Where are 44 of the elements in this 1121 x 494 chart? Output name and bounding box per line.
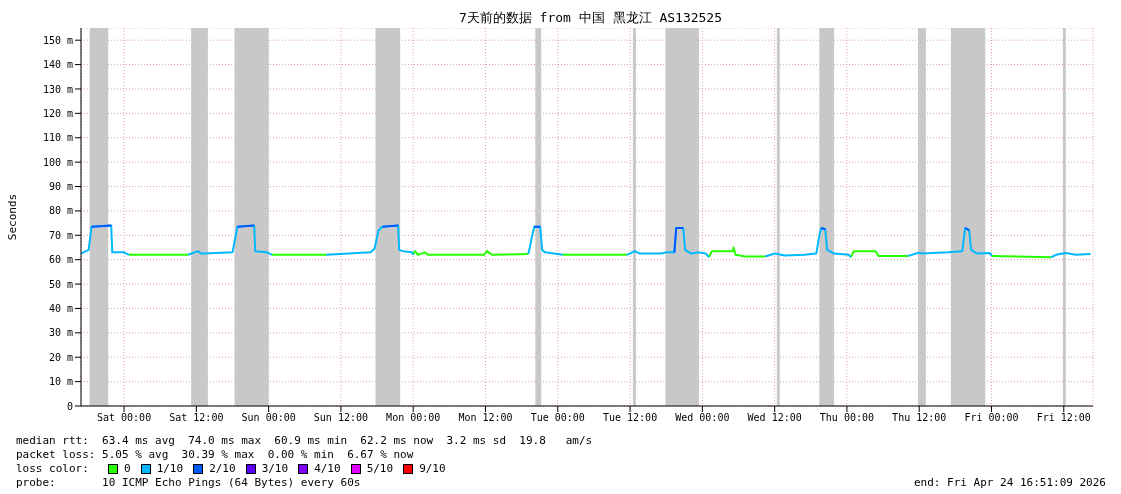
text: packet loss: 5.05 % avg 30.39 % max 0.00 % min 6.67 % now: [16, 448, 415, 462]
legend-label: 5/10: [366, 462, 394, 476]
x-tick-label: Thu 00:00: [819, 412, 875, 424]
y-tick-label: 80 m: [48, 205, 73, 217]
legend-title: loss color:: [16, 462, 90, 476]
text: median rtt: 63.4 ms avg 74.0 ms max 60.9 ms min 62.2 ms now 3.2 ms sd 19.8 am/s: [16, 434, 594, 448]
x-tick-label: Wed 00:00: [675, 412, 730, 424]
y-tick-label: 100 m: [42, 156, 73, 168]
x-tick-label: Mon 12:00: [458, 412, 513, 424]
y-tick-label: 20 m: [48, 351, 73, 363]
x-tick-label: Thu 12:00: [892, 412, 947, 424]
x-tick-label: Tue 00:00: [530, 412, 585, 424]
x-tick-label: Sat 00:00: [96, 412, 152, 424]
y-tick-label: 60 m: [48, 254, 73, 266]
y-tick-label: 120 m: [42, 107, 73, 119]
y-tick-label: 0: [66, 400, 73, 412]
legend-label: 1/10: [156, 462, 184, 476]
x-tick-label: Mon 00:00: [386, 412, 441, 424]
x-tick-label: Wed 12:00: [747, 412, 802, 424]
y-tick-label: 110 m: [42, 132, 73, 144]
legend-label: 0: [124, 462, 131, 476]
x-tick-label: Fri 00:00: [964, 412, 1019, 424]
y-tick-label: 40 m: [48, 303, 73, 314]
x-tick-label: Tue 12:00: [602, 412, 658, 424]
y-tick-label: 90 m: [48, 181, 73, 193]
legend-label: 4/10: [314, 462, 341, 476]
text: probe: 10 ICMP Echo Pings (64 Bytes) every 60s: [16, 476, 361, 490]
y-tick-label: 130 m: [42, 83, 73, 95]
x-tick-label: Sun 00:00: [241, 412, 296, 424]
text: end: Fri Apr 24 16:51:09 2026: [913, 476, 1106, 490]
x-tick-label: Fri 12:00: [1036, 412, 1091, 424]
y-tick-label: 150 m: [42, 34, 73, 46]
x-tick-label: Sun 12:00: [313, 412, 369, 424]
y-axis-title: Seconds: [5, 193, 19, 241]
y-tick-label: 10 m: [48, 376, 73, 388]
y-tick-label: 50 m: [48, 278, 73, 290]
y-tick-label: 140 m: [42, 59, 73, 71]
legend-label: 9/10: [419, 462, 446, 476]
x-tick-label: Sat 12:00: [169, 412, 224, 424]
y-tick-label: 30 m: [48, 327, 73, 339]
legend-label: 3/10: [261, 462, 289, 476]
chart-title: 7天前的数据 from 中国 黑龙江 AS132525: [457, 9, 724, 27]
y-tick-label: 70 m: [48, 229, 73, 241]
legend-label: 2/10: [209, 462, 236, 476]
